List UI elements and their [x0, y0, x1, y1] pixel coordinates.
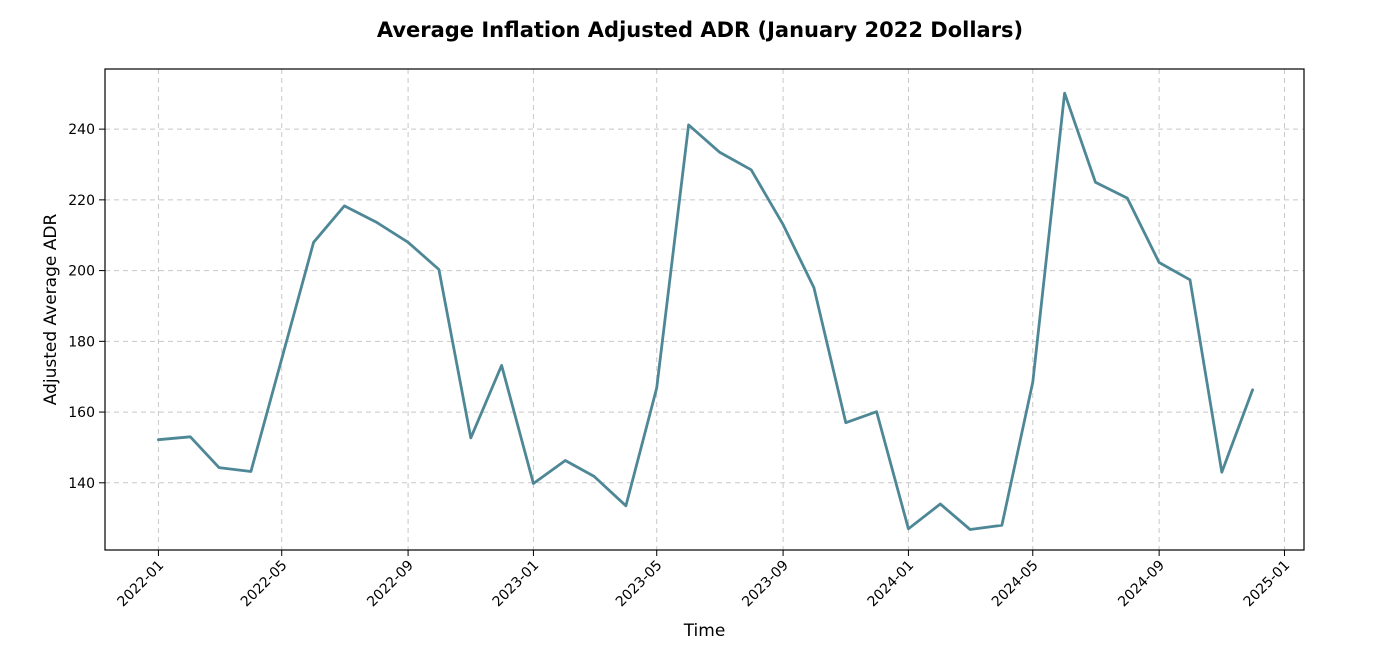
chart-title: Average Inflation Adjusted ADR (January … [376, 18, 1024, 42]
x-axis-label: Time [683, 621, 726, 641]
series-layer [156, 91, 1254, 531]
x-tick-label: 2022-01 [115, 558, 168, 611]
grid-lines [105, 69, 1304, 550]
x-tick-label: 2024-05 [989, 558, 1042, 611]
x-tick-label: 2025-01 [1241, 558, 1294, 611]
y-tick-label: 140 [68, 476, 95, 492]
x-tick-label: 2023-01 [490, 558, 543, 611]
y-tick-label: 160 [68, 405, 95, 421]
x-tick-label: 2024-01 [865, 558, 918, 611]
y-tick-label: 240 [68, 122, 95, 138]
y-tick-label: 200 [68, 264, 95, 280]
x-tick-label: 2023-05 [613, 558, 666, 611]
x-tick-label: 2024-09 [1115, 558, 1168, 611]
plot-frame [104, 68, 1305, 551]
x-tick-label: 2022-05 [238, 558, 291, 611]
y-axis-label: Adjusted Average ADR [41, 214, 61, 406]
y-tick-label: 180 [68, 334, 95, 350]
y-tick-label: 220 [68, 193, 95, 209]
x-tick-label: 2023-09 [739, 558, 792, 611]
x-tick-label: 2022-09 [364, 558, 417, 611]
series-line [156, 91, 1254, 531]
